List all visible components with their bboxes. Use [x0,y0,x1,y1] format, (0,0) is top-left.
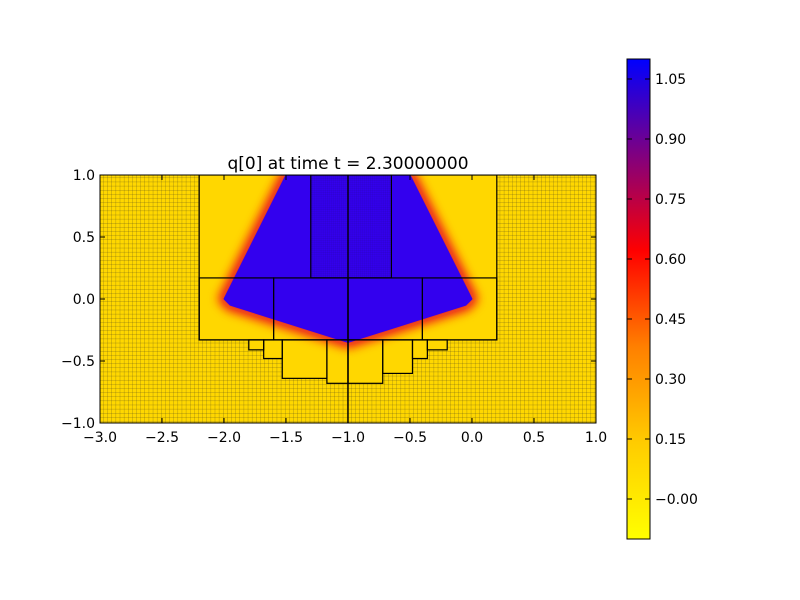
x-tick-label: −1.0 [331,430,365,446]
colorbar-tick-label: 0.30 [655,372,686,388]
patch-fill-9 [326,339,348,384]
x-tick-label: −2.5 [145,430,179,446]
x-tick-label: 0.5 [523,430,545,446]
colorbar-ticks: −0.00 0.15 0.30 0.45 0.60 0.75 0.90 1.05 [627,72,698,508]
y-tick-label: −0.5 [61,354,95,370]
amr-patch-outlines [198,175,498,423]
x-tick-label: −0.5 [393,430,427,446]
plot-area [100,175,596,423]
y-tick-label: 1.0 [73,168,95,184]
patch-fill-7 [263,339,283,359]
colorbar-tick-label: 0.15 [655,432,686,448]
patch-outline-13 [426,339,448,351]
y-tick-label: 0.5 [73,230,95,246]
patch-outline-5 [421,277,498,341]
y-tick-label: −1.0 [61,416,95,432]
fine-patch-mesh-overlay [310,175,392,278]
colorbar-tick-label: −0.00 [655,492,698,508]
colorbar-tick-label: 0.60 [655,252,686,268]
colorbar-tick-label: 0.90 [655,132,686,148]
x-tick-label: −1.5 [269,430,303,446]
x-tick-label: 1.0 [585,430,607,446]
colorbar-gradient [627,59,650,539]
y-tick-label: 0.0 [73,292,95,308]
x-tick-label: −3.0 [83,430,117,446]
x-axis-ticks: −3.0 −2.5 −2.0 −1.5 −1.0 −0.5 0.0 0.5 1.0 [83,175,607,446]
patch-fill-12 [412,339,428,359]
colorbar: −0.00 0.15 0.30 0.45 0.60 0.75 0.90 1.05 [626,58,698,540]
colorbar-tick-label: 0.45 [655,312,686,328]
patch-fill-13 [427,339,448,350]
y-axis-ticks: −1.0 −0.5 0.0 0.5 1.0 [61,168,596,432]
patch-fill-6 [248,339,264,350]
x-tick-label: 0.0 [461,430,483,446]
chart-title: q[0] at time t = 2.30000000 [227,154,468,174]
patch-fill-11 [382,339,413,374]
colorbar-tick-label: 0.75 [655,192,686,208]
colorbar-frame [626,58,651,540]
colorbar-tick-label: 1.05 [655,72,686,88]
x-tick-label: −2.0 [207,430,241,446]
patch-fill-8 [282,339,327,379]
